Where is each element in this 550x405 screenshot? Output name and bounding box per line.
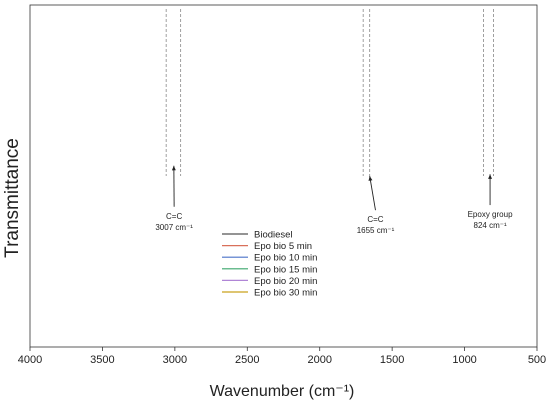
x-axis: 4000 3500 3000 2500 2000 1500 1000 500	[18, 347, 546, 366]
legend-entry: Epo bio 20 min	[254, 276, 317, 287]
plot-frame	[29, 4, 538, 348]
x-axis-label: Wavenumber (cm⁻¹)	[210, 383, 355, 400]
annotations: C=C 3007 cm⁻¹ C=C 1655 cm⁻¹ Epoxy group 824 c…	[155, 165, 513, 235]
reference-lines	[165, 9, 494, 176]
legend-entry: Biodiesel	[254, 230, 293, 241]
annotation-label: C=C	[166, 212, 182, 221]
annotation-arrowhead	[488, 174, 492, 179]
x-tick-label: 3500	[90, 354, 114, 366]
legend-entry: Epo bio 5 min	[254, 241, 312, 252]
annotation-arrow	[369, 175, 376, 211]
annotation-label: C=C	[367, 215, 383, 224]
x-tick-label: 4000	[18, 354, 42, 366]
legend-entry: Epo bio 30 min	[254, 288, 317, 299]
legend-entry: Epo bio 10 min	[254, 253, 317, 264]
annotation-arrowhead	[368, 176, 373, 181]
x-tick-label: 2000	[307, 354, 331, 366]
x-tick-label: 1000	[452, 354, 476, 366]
annotation-label: 824 cm⁻¹	[474, 221, 507, 230]
annotation-label: 1655 cm⁻¹	[357, 226, 395, 235]
legend-entry: Epo bio 15 min	[254, 264, 317, 275]
annotation-label: 3007 cm⁻¹	[155, 223, 193, 232]
x-tick-label: 2500	[235, 354, 259, 366]
x-tick-label: 500	[528, 354, 546, 366]
x-tick-label: 3000	[163, 354, 187, 366]
annotation-arrowhead	[171, 165, 176, 171]
x-tick-label: 1500	[380, 354, 404, 366]
y-axis-label: Transmittance	[2, 138, 23, 258]
annotation-label: Epoxy group	[468, 210, 513, 219]
